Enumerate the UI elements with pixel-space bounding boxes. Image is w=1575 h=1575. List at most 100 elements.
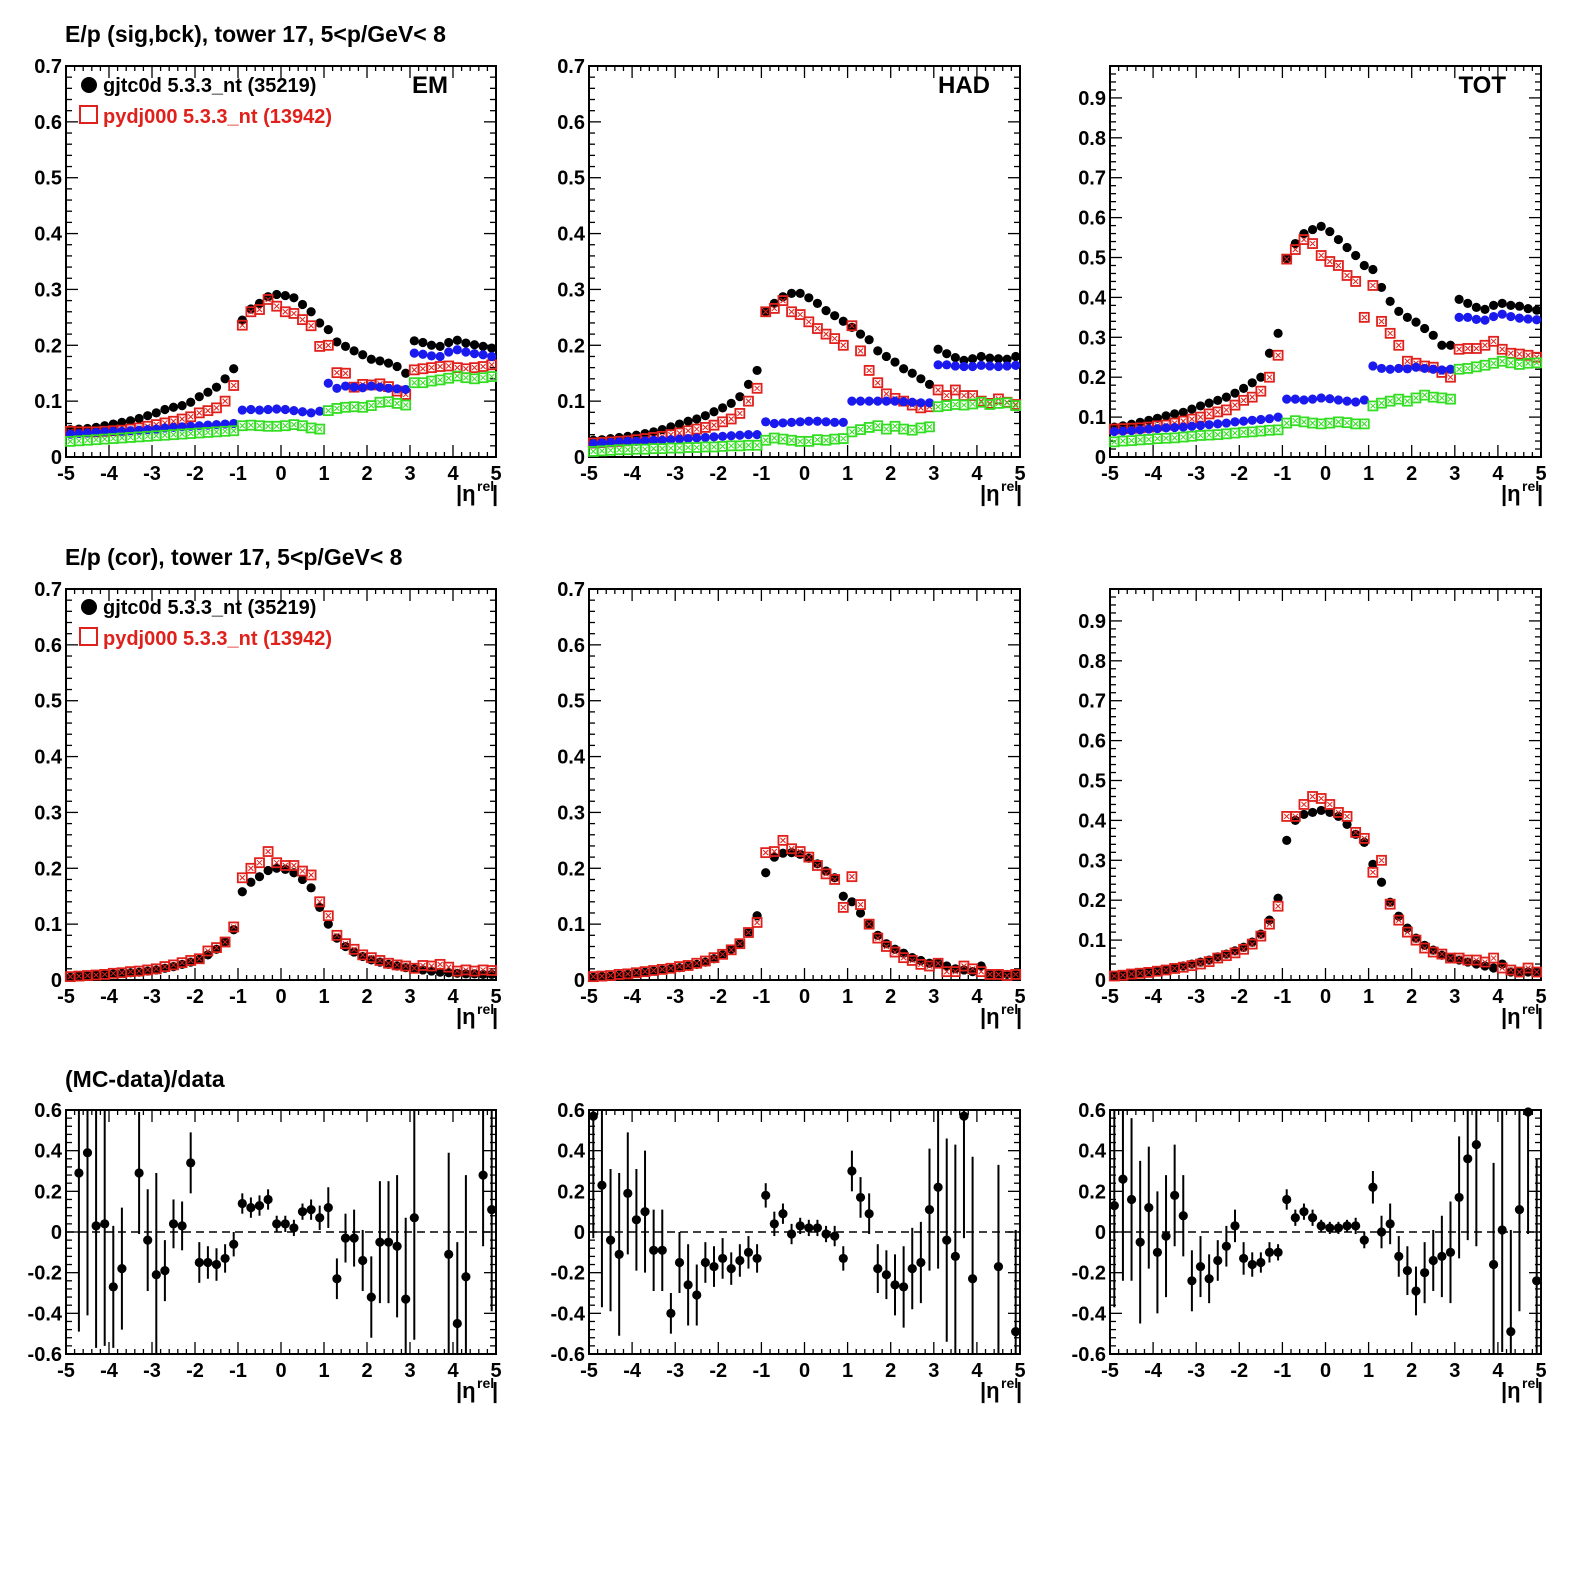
y-tick-label: 0 <box>51 447 62 469</box>
data-point <box>1002 969 1012 980</box>
mc-point-cross <box>1464 365 1471 372</box>
data-point <box>855 908 866 918</box>
mc-point-cross <box>342 404 349 411</box>
data-point <box>761 417 771 427</box>
ratio-point <box>1471 1139 1481 1150</box>
mc-point-cross <box>308 322 314 329</box>
mc-point-cross <box>463 374 469 381</box>
x-axis-label: |η rel| <box>980 1375 1022 1403</box>
y-tick-label: 0.4 <box>1078 1141 1107 1163</box>
ratio-point <box>1126 1194 1137 1205</box>
mc-point-cross <box>334 932 340 939</box>
x-tick-label: 5 <box>1535 986 1546 1008</box>
ratio-point <box>769 1219 779 1229</box>
mc-point-cross <box>849 873 855 880</box>
data-point <box>1437 950 1447 960</box>
mc-point-cross <box>1499 346 1506 353</box>
mc-point-cross <box>187 430 194 437</box>
mc-point <box>1367 280 1379 291</box>
mc-point-cross <box>1223 952 1230 959</box>
data-point <box>461 338 471 348</box>
ratio-point <box>289 1223 299 1233</box>
mc-point <box>725 413 737 425</box>
ratio-point <box>1221 1241 1231 1251</box>
data-point <box>881 396 891 406</box>
y-tick-label: 0.1 <box>1078 930 1106 952</box>
data-point <box>1178 961 1188 971</box>
ratio-point <box>383 1237 394 1247</box>
data-point <box>623 436 633 446</box>
x-tick-label: -5 <box>57 986 75 1008</box>
mc-point-cross <box>969 392 976 399</box>
data-point <box>418 349 428 359</box>
ratio-point <box>186 1158 196 1168</box>
data-point <box>1333 234 1344 245</box>
x-tick-label: -2 <box>709 463 727 485</box>
x-tick-label: 5 <box>490 986 501 1008</box>
mc-point-cross <box>1171 434 1178 441</box>
mc-point-cross <box>230 427 237 434</box>
mc-point-cross <box>1249 429 1256 435</box>
x-tick-label: 2 <box>1406 463 1417 485</box>
mc-point-cross <box>1309 793 1316 800</box>
x-axis-label-bar: | <box>1537 481 1543 506</box>
y-tick-label: 0.9 <box>1078 611 1106 633</box>
x-tick-label: 2 <box>885 1360 896 1382</box>
data-point <box>1437 365 1447 375</box>
mc-point-cross <box>952 387 959 393</box>
data-point <box>1118 426 1128 436</box>
mc-point-cross <box>428 378 435 384</box>
mc-point-cross <box>1163 967 1169 973</box>
mc-point-cross <box>986 401 993 408</box>
mc-point <box>1393 339 1405 351</box>
mc-point <box>1488 335 1499 347</box>
data-point <box>855 329 866 339</box>
y-tick-label: 0.3 <box>34 802 62 824</box>
data-point <box>899 397 909 407</box>
data-point <box>125 416 136 426</box>
mc-point-cross <box>1292 246 1299 253</box>
mc-point-cross <box>874 422 881 429</box>
data-point <box>435 351 445 362</box>
data-point <box>1480 304 1490 314</box>
mc-point-cross <box>1387 901 1394 908</box>
mc-point <box>1350 276 1362 287</box>
mc-point <box>254 857 265 869</box>
legend-mc-marker <box>79 627 98 646</box>
ratio-point <box>864 1209 874 1219</box>
ratio-point <box>1488 1259 1499 1270</box>
mc-point-cross <box>745 442 752 449</box>
ratio-point <box>838 1253 848 1264</box>
y-tick-label: 0.2 <box>557 858 585 880</box>
mc-point-cross <box>900 426 907 432</box>
series-3 <box>587 396 1022 457</box>
ratio-point <box>452 1318 462 1329</box>
mc-point-cross <box>299 422 306 429</box>
data-point <box>899 364 909 374</box>
mc-point-cross <box>1128 437 1135 444</box>
data-point <box>289 406 299 416</box>
mc-point-cross <box>342 940 349 947</box>
mc-point-cross <box>454 364 461 371</box>
mc-point-cross <box>1464 345 1471 352</box>
x-axis-label: |η rel| <box>1501 1375 1543 1403</box>
ratio-point <box>735 1255 745 1266</box>
mc-point-cross <box>978 968 985 975</box>
x-axis-label-text: |η <box>1501 1004 1521 1029</box>
data-point <box>1445 364 1456 374</box>
mc-point-cross <box>480 967 486 973</box>
y-tick-label: 0.6 <box>1078 208 1106 230</box>
mc-point-cross <box>1301 419 1307 425</box>
panel-tag-em: EM <box>412 72 448 99</box>
data-point <box>786 288 797 298</box>
data-point <box>649 435 659 445</box>
mc-point-cross <box>420 379 426 386</box>
ratio-point <box>631 1215 642 1225</box>
y-tick-label: 0.8 <box>1078 128 1106 150</box>
data-point <box>280 404 290 415</box>
mc-point-cross <box>1344 272 1350 279</box>
mc-point-cross <box>599 448 605 454</box>
data-point <box>401 368 411 378</box>
mc-point-cross <box>1232 430 1238 436</box>
mc-point <box>941 390 953 401</box>
